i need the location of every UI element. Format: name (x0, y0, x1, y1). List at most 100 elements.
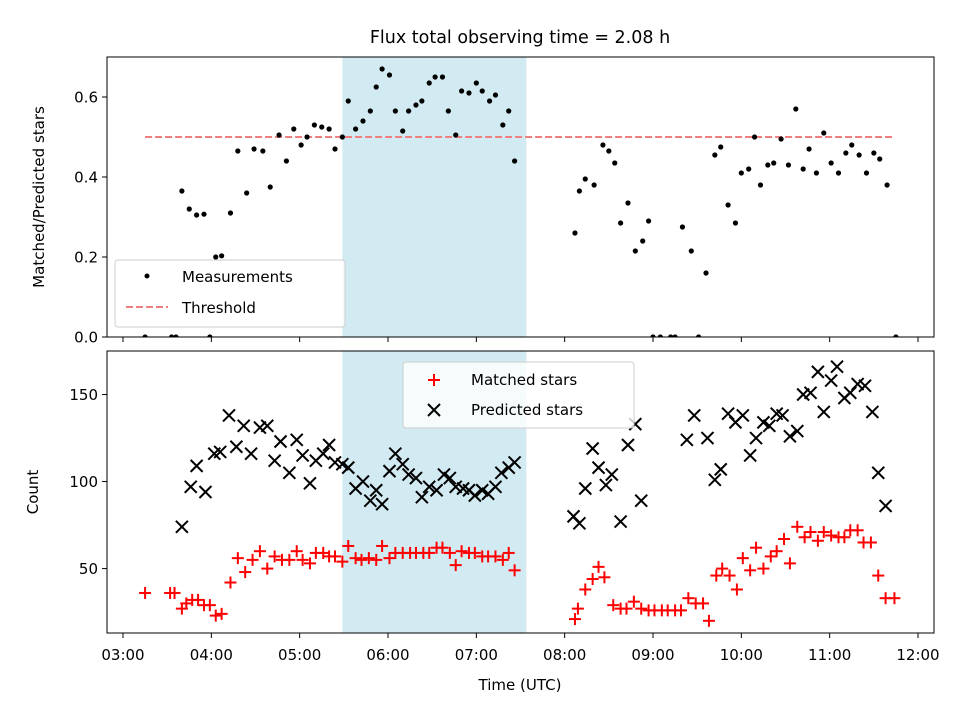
predicted-star-point (858, 379, 872, 393)
predicted-star-point (585, 441, 600, 456)
matched-star-point (336, 555, 349, 568)
measurement-point (319, 124, 325, 130)
measurement-point (696, 334, 702, 337)
predicted-star-point (621, 438, 635, 452)
measurement-point (572, 230, 578, 236)
measurement-point (793, 106, 799, 112)
predicted-star-point (468, 488, 482, 503)
measurement-point (291, 126, 297, 132)
measurement-point (492, 92, 499, 98)
matched-star-point (508, 564, 521, 577)
bottom-y-tick-label: 150 (69, 386, 98, 404)
x-tick-label: 11:00 (808, 646, 851, 664)
measurement-point (679, 224, 686, 230)
matched-star-point (362, 552, 375, 565)
legend-threshold-label: Threshold (181, 299, 256, 317)
predicted-star-point (700, 431, 715, 445)
predicted-star-point (213, 445, 227, 459)
measurement-point (856, 152, 862, 158)
predicted-star-point (443, 471, 457, 485)
matched-star-point (697, 597, 710, 610)
measurement-point (194, 212, 200, 218)
predicted-star-point (708, 473, 722, 487)
predicted-star-point (316, 446, 330, 461)
matched-star-point (791, 520, 804, 533)
predicted-star-point (290, 433, 304, 447)
predicted-star-point (830, 359, 844, 374)
measurement-point (785, 162, 792, 168)
measurement-point (432, 74, 438, 80)
matched-star-point (468, 546, 481, 559)
predicted-star-point (322, 438, 336, 452)
top-highlight-span (342, 57, 527, 337)
matched-star-point (682, 592, 695, 605)
x-tick-label: 03:00 (101, 646, 144, 664)
chart-title: Flux total observing time = 2.08 h (370, 28, 670, 48)
matched-star-point (702, 614, 715, 627)
predicted-star-point (591, 460, 606, 475)
bottom-axes: 50 100 150 03:00 04:00 05:00 06:00 07:00 08:00 0… (24, 350, 940, 694)
measurement-point (806, 146, 812, 152)
predicted-star-point (871, 466, 885, 480)
x-tick-label: 04:00 (190, 646, 233, 664)
measurement-point (757, 182, 764, 188)
measurement-point (835, 170, 842, 176)
matched-star-point (571, 602, 584, 615)
measurement-point (332, 146, 338, 152)
measurement-point (360, 118, 366, 124)
matched-star-point (716, 562, 729, 575)
legend-measurements-marker (144, 273, 150, 279)
measurement-point (339, 134, 345, 140)
predicted-star-point (341, 460, 355, 475)
x-tick-label: 06:00 (366, 646, 409, 664)
measurement-point (179, 188, 185, 194)
measurement-point (813, 170, 820, 176)
measurement-point (235, 148, 241, 154)
matched-star-point (203, 599, 216, 612)
matched-star-point (825, 529, 838, 542)
matched-star-point (736, 552, 749, 565)
matched-star-point (586, 573, 599, 586)
measurement-point (725, 202, 731, 208)
measurement-point (657, 334, 663, 337)
matched-star-point (246, 553, 259, 566)
measurement-point (473, 80, 479, 86)
predicted-star-point (388, 446, 403, 461)
bottom-legend: Matched stars Predicted stars (402, 361, 635, 429)
predicted-star-point (267, 453, 282, 468)
top-legend: Measurements Threshold (114, 259, 346, 328)
predicted-star-point (578, 481, 592, 496)
measurement-point (618, 220, 624, 226)
measurement-point (843, 150, 849, 156)
matched-star-point (838, 531, 851, 544)
measurement-point (304, 134, 310, 140)
predicted-star-point (743, 448, 757, 463)
measurement-point (201, 211, 207, 217)
legend-measurements-label: Measurements (182, 268, 293, 286)
predicted-star-point (222, 408, 236, 423)
measurement-point (367, 108, 373, 114)
predicted-star-point (189, 459, 204, 473)
measurement-point (738, 170, 744, 176)
measurement-point (445, 108, 451, 114)
measurement-point (625, 200, 631, 206)
measurement-point (746, 166, 752, 172)
measurement-point (260, 148, 266, 154)
bottom-axes-frame (106, 350, 935, 634)
top-axes-frame (106, 56, 935, 338)
measurement-point (506, 108, 512, 114)
matched-star-point (783, 557, 796, 570)
measurement-point (207, 334, 213, 337)
matched-star-point (607, 599, 620, 612)
predicted-star-point (494, 466, 509, 480)
measurement-point (486, 98, 493, 104)
matched-star-point (730, 583, 743, 596)
measurement-point (800, 166, 806, 172)
predicted-star-point (415, 490, 429, 504)
matched-star-point (888, 592, 901, 605)
measurement-point (479, 88, 485, 94)
matched-star-point (568, 613, 581, 626)
predicted-star-point (803, 386, 818, 400)
matched-star-point (757, 562, 770, 575)
